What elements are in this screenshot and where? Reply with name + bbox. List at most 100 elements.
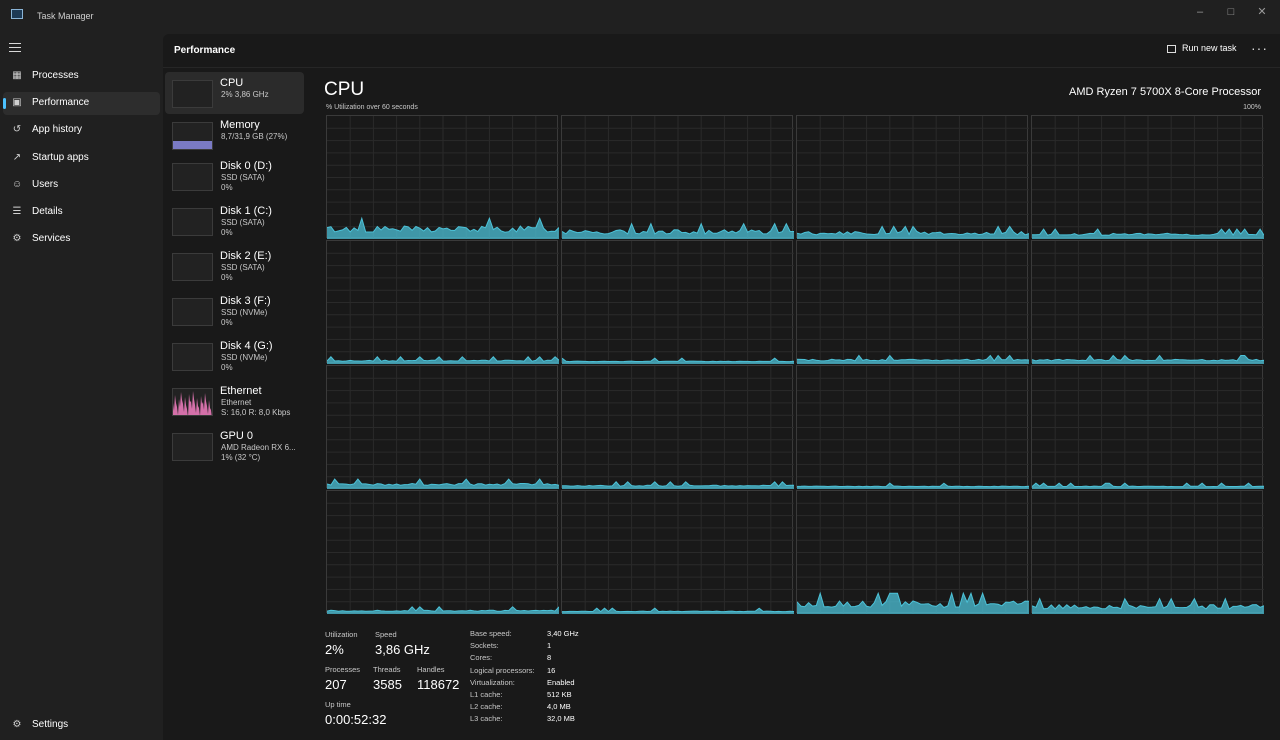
handles-value: 118672 — [417, 677, 460, 692]
nav-item-users[interactable]: ☺ Users — [3, 174, 160, 197]
core-graph — [796, 240, 1030, 364]
device-detail: SSD (NVMe) — [221, 308, 268, 317]
core-graph — [1031, 365, 1265, 489]
device-item-ethernet[interactable]: Ethernet Ethernet S: 16,0 R: 8,0 Kbps — [165, 380, 304, 422]
device-detail: Ethernet — [221, 398, 252, 407]
cpu-model: AMD Ryzen 7 5700X 8-Core Processor — [1069, 86, 1261, 98]
core-line — [796, 591, 1030, 609]
core-line — [561, 481, 795, 488]
core-area — [562, 223, 794, 239]
threads-value: 3585 — [373, 677, 402, 692]
maximize-icon[interactable]: □ — [1227, 6, 1235, 18]
nav-label: Startup apps — [32, 151, 89, 163]
core-graph — [326, 240, 560, 364]
spec-value: 3,40 GHz — [547, 629, 579, 638]
core-graph — [796, 365, 1030, 489]
device-sparkline — [172, 80, 213, 108]
core-graph — [796, 490, 1030, 614]
run-new-task-button[interactable]: Run new task — [1167, 43, 1237, 59]
navigation-pane: ▦ Processes ▣ Performance ↺ App history ↗ Start… — [0, 32, 163, 740]
core-graphs — [326, 115, 1265, 614]
device-item-gpu-0[interactable]: GPU 0 AMD Radeon RX 6... 1% (32 °C) — [165, 425, 304, 467]
device-item-disk-4-g[interactable]: Disk 4 (G:) SSD (NVMe) 0% — [165, 335, 304, 377]
core-line — [1031, 597, 1265, 610]
nav-label: Services — [32, 233, 71, 245]
max-percent-label: 100% — [1243, 104, 1261, 111]
nav-item-processes[interactable]: ▦ Processes — [3, 65, 160, 88]
spec-label: L2 cache: — [470, 702, 503, 712]
core-area — [1032, 483, 1264, 489]
minimize-icon[interactable]: – — [1196, 6, 1204, 18]
core-graph — [1031, 115, 1265, 239]
core-graph — [561, 490, 795, 614]
core-line — [561, 357, 795, 363]
spec-value: 32,0 MB — [547, 714, 575, 724]
gear-icon: ⚙ — [12, 719, 22, 730]
device-sparkline — [172, 253, 213, 281]
core-utilization-chart — [796, 491, 1030, 614]
app-history-icon: ↺ — [12, 124, 22, 136]
core-line — [326, 606, 560, 612]
core-utilization-chart — [562, 491, 795, 614]
spec-label: L1 cache: — [470, 690, 503, 699]
device-detail: 8,7/31,9 GB (27%) — [221, 132, 288, 141]
close-icon[interactable]: ✕ — [1257, 6, 1267, 18]
core-graph — [561, 240, 795, 364]
device-sparkline — [172, 163, 213, 191]
uptime-value: 0:00:52:32 — [325, 712, 387, 727]
device-sparkline — [172, 208, 213, 236]
core-utilization-chart — [326, 491, 560, 614]
device-status: S: 16,0 R: 8,0 Kbps — [221, 408, 291, 417]
processes-icon: ▦ — [12, 70, 22, 81]
users-icon: ☺ — [12, 178, 23, 190]
device-sparkline — [172, 343, 213, 371]
spec-label: Logical processors: — [470, 665, 535, 675]
page-title: Performance — [174, 45, 236, 56]
core-line — [326, 216, 560, 233]
core-line — [1031, 228, 1265, 236]
core-area — [562, 608, 794, 614]
nav-item-app-history[interactable]: ↺ App history — [3, 119, 160, 142]
services-icon: ⚙ — [12, 233, 22, 245]
device-sparkline — [172, 388, 213, 416]
core-graph — [1031, 240, 1265, 364]
device-status: 0% — [221, 318, 233, 327]
spec-label: Sockets: — [470, 641, 499, 651]
device-item-disk-3-f[interactable]: Disk 3 (F:) SSD (NVMe) 0% — [165, 290, 304, 332]
device-name: GPU 0 — [220, 430, 254, 442]
nav-item-settings[interactable]: ⚙ Settings — [3, 714, 160, 737]
nav-label: Details — [32, 206, 63, 217]
details-icon: ☰ — [12, 206, 22, 217]
spec-label: L3 cache: — [470, 714, 503, 724]
nav-item-performance[interactable]: ▣ Performance — [3, 92, 160, 116]
device-item-cpu[interactable]: CPU 2% 3,86 GHz — [165, 72, 304, 114]
nav-item-services[interactable]: ⚙ Services — [3, 228, 160, 251]
device-item-disk-0-d[interactable]: Disk 0 (D:) SSD (SATA) 0% — [165, 155, 304, 197]
utilization-value: 2% — [325, 642, 344, 657]
device-detail: 2% 3,86 GHz — [221, 90, 269, 99]
core-utilization-chart — [561, 366, 795, 489]
device-item-disk-2-e[interactable]: Disk 2 (E:) SSD (SATA) 0% — [165, 245, 304, 287]
more-options-button[interactable]: ··· — [1251, 40, 1268, 56]
run-task-icon — [1167, 44, 1176, 53]
device-item-memory[interactable]: Memory 8,7/31,9 GB (27%) — [165, 114, 304, 156]
device-status: 0% — [221, 183, 233, 192]
device-item-disk-1-c[interactable]: Disk 1 (C:) SSD (SATA) 0% — [165, 200, 304, 242]
core-area — [797, 226, 1029, 239]
core-utilization-chart — [326, 366, 560, 489]
processes-label: Processes — [325, 665, 361, 674]
nav-label-settings: Settings — [32, 719, 69, 730]
spec-value: 16 — [547, 665, 556, 675]
core-area — [797, 483, 1029, 489]
hamburger-menu-icon[interactable] — [9, 43, 21, 53]
core-graph — [561, 115, 795, 239]
core-line — [1031, 354, 1265, 362]
nav-item-details[interactable]: ☰ Details — [3, 201, 160, 224]
core-area — [797, 593, 1029, 614]
app-title: Task Manager — [37, 11, 94, 21]
core-line — [796, 354, 1030, 362]
nav-item-startup-apps[interactable]: ↗ Startup apps — [3, 147, 160, 170]
spec-value: 1 — [547, 641, 552, 651]
device-name: Disk 1 (C:) — [220, 205, 272, 217]
core-utilization-chart — [561, 241, 795, 364]
